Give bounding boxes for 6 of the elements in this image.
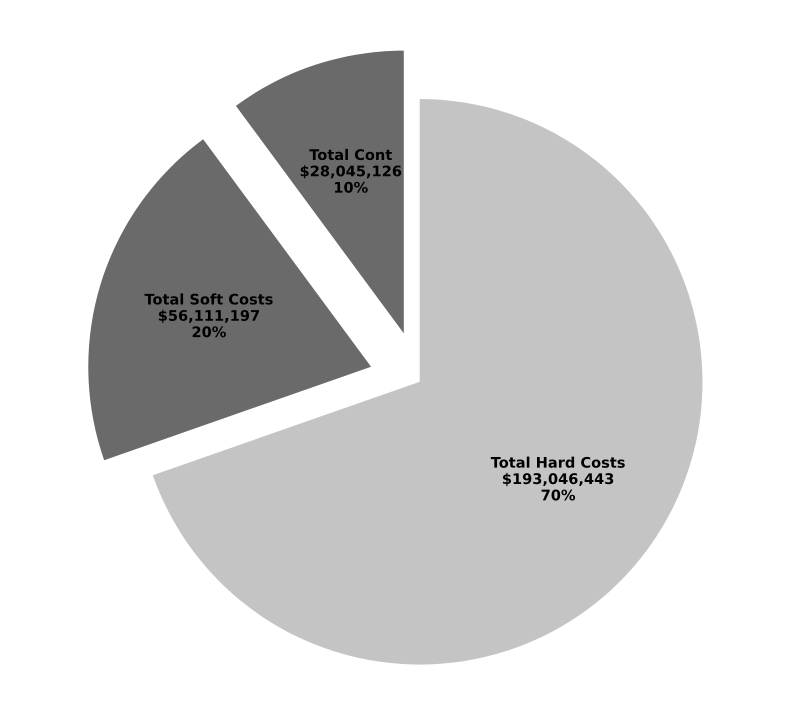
slice-label: Total Hard Costs	[490, 456, 625, 468]
data-label: $193,046,443 70%	[502, 472, 614, 501]
slice-label: Total Soft Costs	[144, 293, 273, 305]
data-label: $56,111,197 20%	[158, 310, 259, 338]
data-label: $28,045,126 10%	[300, 165, 402, 193]
slice-label: Total Cont	[309, 148, 392, 160]
